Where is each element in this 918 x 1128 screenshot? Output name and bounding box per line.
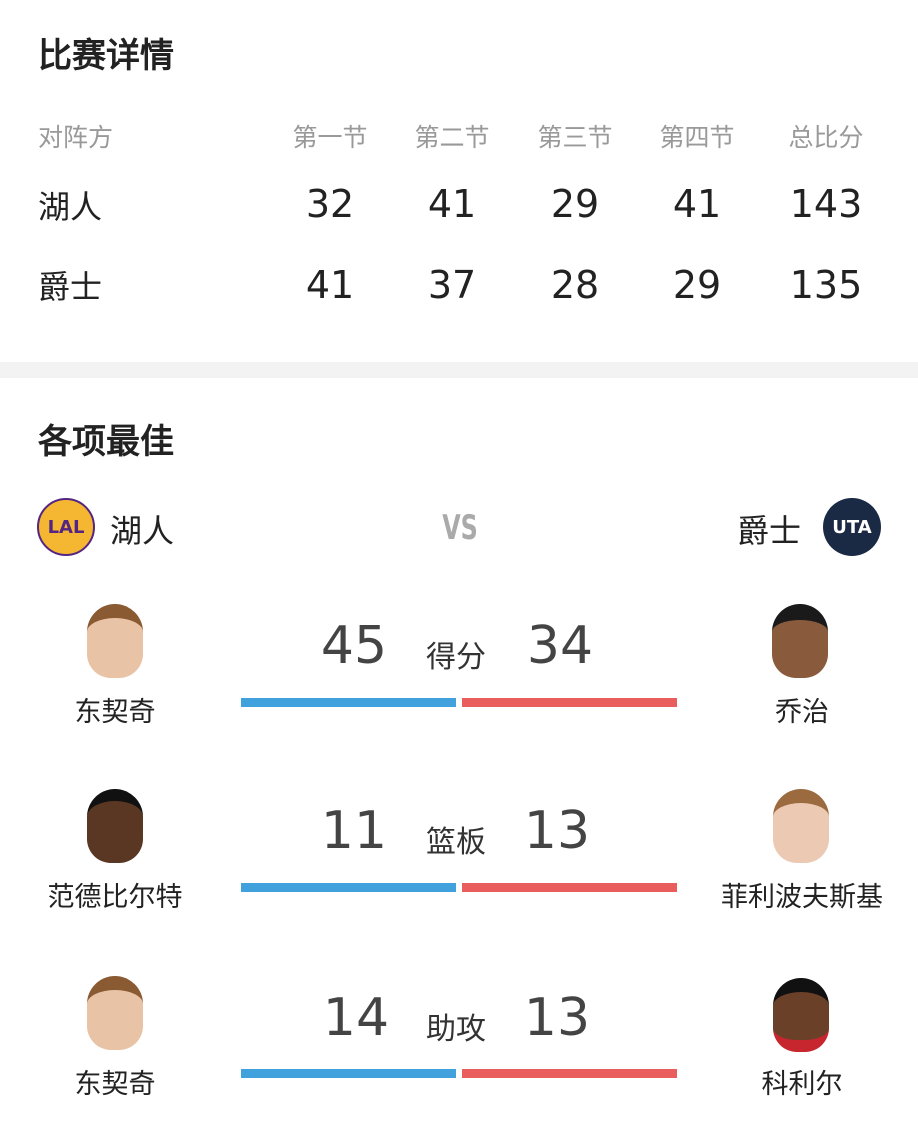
score-total: 143 <box>789 182 863 226</box>
away-player-name[interactable]: 菲利波夫斯基 <box>721 882 883 913</box>
home-stat-value: 45 <box>320 616 388 676</box>
section-divider <box>0 362 918 378</box>
score-cell: 41 <box>427 182 477 226</box>
home-team-name: 湖人 <box>110 512 175 550</box>
home-stat-bar <box>241 883 456 892</box>
header-matchup: 对阵方 <box>38 123 114 152</box>
player-avatar[interactable] <box>773 978 829 1052</box>
home-stat-value: 11 <box>320 801 388 861</box>
home-stat-bar <box>241 698 456 707</box>
vs-label: VS <box>442 508 478 548</box>
score-cell: 41 <box>305 263 355 307</box>
away-player-name[interactable]: 乔治 <box>775 697 829 728</box>
stat-label: 得分 <box>426 640 486 675</box>
stat-label: 助攻 <box>426 1012 486 1047</box>
home-stat-value: 14 <box>322 988 390 1048</box>
player-avatar[interactable] <box>87 789 143 863</box>
header-q2: 第二节 <box>414 123 490 152</box>
player-avatar[interactable] <box>773 789 829 863</box>
header-q4: 第四节 <box>659 123 735 152</box>
section-title-best: 各项最佳 <box>38 422 174 462</box>
score-total: 135 <box>789 263 863 307</box>
away-stat-bar <box>462 698 677 707</box>
away-team-name: 爵士 <box>737 512 802 550</box>
section-title-details: 比赛详情 <box>38 36 174 76</box>
player-avatar[interactable] <box>87 604 143 678</box>
header-q3: 第三节 <box>537 123 613 152</box>
home-stat-bar <box>241 1069 456 1078</box>
jazz-logo-text: UTA <box>832 516 872 538</box>
home-player-name[interactable]: 东契奇 <box>74 697 156 728</box>
score-cell: 37 <box>427 263 477 307</box>
score-cell: 29 <box>672 263 722 307</box>
row-team-name: 湖人 <box>38 188 103 226</box>
lakers-logo-icon: LAL <box>37 498 95 556</box>
home-player-name[interactable]: 东契奇 <box>74 1069 156 1100</box>
score-cell: 32 <box>305 182 355 226</box>
jazz-logo-icon: UTA <box>823 498 881 556</box>
header-q1: 第一节 <box>292 123 368 152</box>
score-cell: 28 <box>550 263 600 307</box>
player-avatar[interactable] <box>87 976 143 1050</box>
player-avatar[interactable] <box>772 604 828 678</box>
away-stat-value: 34 <box>526 616 594 676</box>
score-cell: 29 <box>550 182 600 226</box>
away-stat-value: 13 <box>523 988 591 1048</box>
away-stat-bar <box>462 1069 677 1078</box>
row-team-name: 爵士 <box>38 268 103 306</box>
away-stat-bar <box>462 883 677 892</box>
score-cell: 41 <box>672 182 722 226</box>
stat-label: 篮板 <box>426 825 486 860</box>
away-stat-value: 13 <box>523 801 591 861</box>
away-player-name[interactable]: 科利尔 <box>761 1069 843 1100</box>
home-player-name[interactable]: 范德比尔特 <box>47 882 183 913</box>
lakers-logo-text: LAL <box>47 516 85 538</box>
header-total: 总比分 <box>788 123 864 152</box>
